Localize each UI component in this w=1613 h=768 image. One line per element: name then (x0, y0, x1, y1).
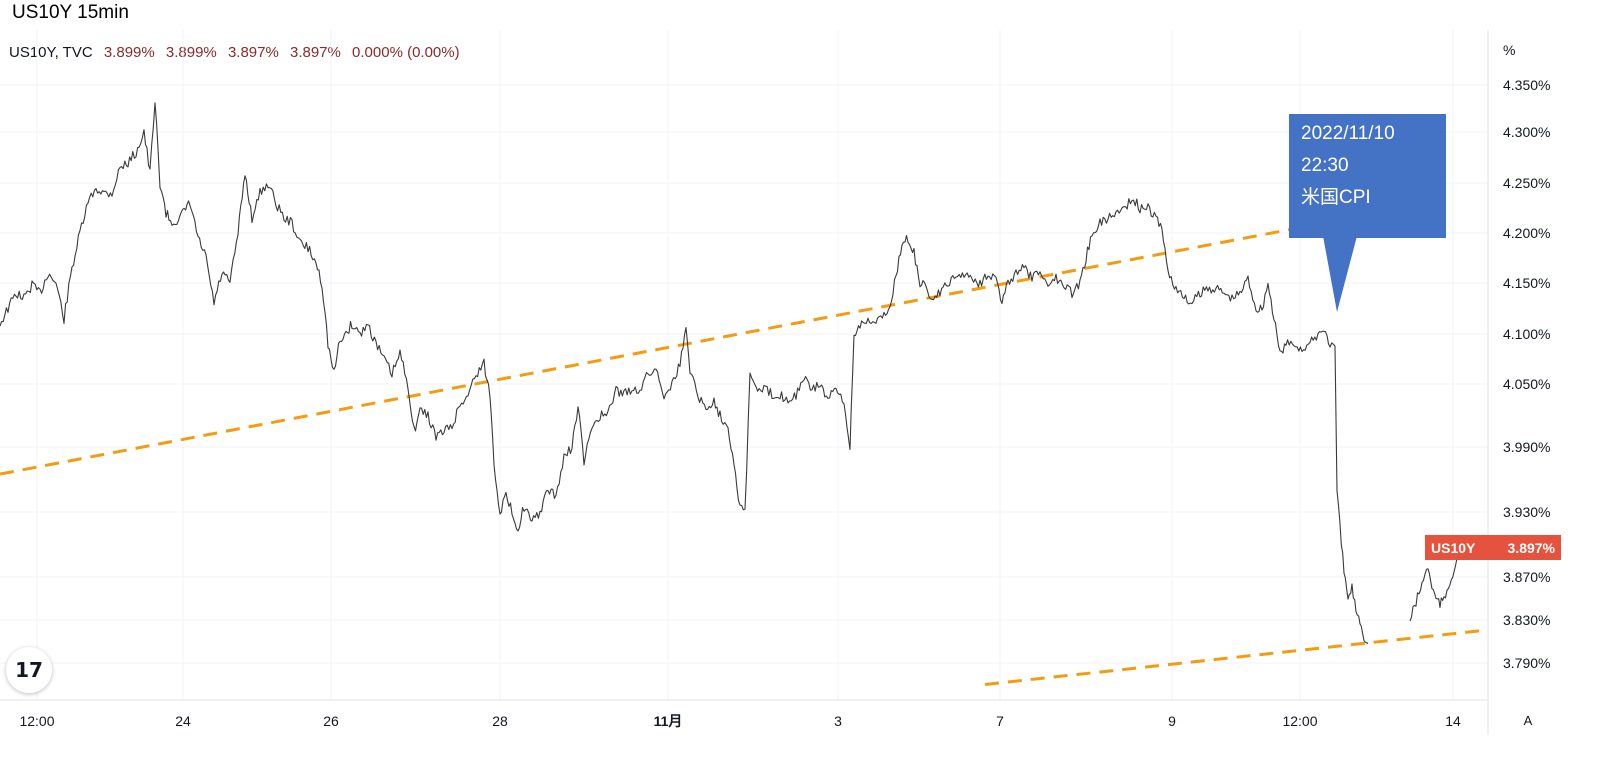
y-tick-label: 4.100% (1503, 326, 1550, 342)
callout-event: 米国CPI (1301, 187, 1371, 208)
last-price-tag: US10Y 3.897% (1425, 535, 1561, 560)
x-axis: 12:00 24 26 28 11月 3 7 9 12:00 14 (19, 713, 1461, 729)
tradingview-logo[interactable]: 17 (6, 647, 52, 693)
cpi-callout: 2022/11/10 22:30 米国CPI (1289, 114, 1446, 238)
x-tick-label: 12:00 (19, 713, 54, 729)
y-tick-label: 4.050% (1503, 376, 1550, 392)
legend-change: 0.000% (0.00%) (352, 44, 460, 61)
y-tick-label: 3.790% (1503, 655, 1550, 671)
price-line-segment-0 (0, 102, 1369, 645)
x-tick-label: 11月 (654, 713, 683, 729)
trendline-0 (0, 226, 1299, 476)
y-tick-label: 3.830% (1503, 612, 1550, 628)
callout-time: 22:30 (1301, 155, 1349, 176)
x-tick-label: 3 (834, 713, 842, 729)
x-tick-label: 26 (323, 713, 339, 729)
x-tick-label: 7 (996, 713, 1004, 729)
page-title: US10Y 15min (12, 2, 129, 23)
x-tick-label: 14 (1445, 713, 1461, 729)
y-axis: % 4.350% 4.300% 4.250% 4.200% 4.150% 4.100% 4.0… (1503, 42, 1550, 671)
y-tick-label: 3.930% (1503, 504, 1550, 520)
legend-open: 3.899% (103, 44, 155, 61)
x-tick-label: 24 (175, 713, 191, 729)
legend-low: 3.897% (227, 44, 279, 61)
trendlines (0, 226, 1481, 686)
chart-grid (0, 30, 1489, 735)
x-tick-label: 28 (492, 713, 508, 729)
price-series (0, 102, 1475, 645)
y-tick-label: 3.870% (1503, 569, 1550, 585)
y-tick-label: 4.200% (1503, 225, 1550, 241)
legend-symbol: US10Y, TVC (9, 44, 93, 61)
legend-close: 3.897% (289, 44, 341, 61)
price-tag-value: 3.897% (1507, 539, 1555, 556)
legend-high: 3.899% (165, 44, 217, 61)
y-tick-label: 3.990% (1503, 439, 1550, 455)
y-tick-label: 4.300% (1503, 124, 1550, 140)
auto-scale-button[interactable]: A (1523, 712, 1533, 728)
y-tick-label: 4.350% (1503, 77, 1550, 93)
x-tick-label: 9 (1168, 713, 1176, 729)
ohlc-legend: US10Y, TVC 3.899% 3.899% 3.897% 3.897% 0… (9, 44, 460, 61)
x-tick-label: 12:00 (1282, 713, 1317, 729)
trendline-1 (984, 629, 1481, 686)
price-tag-symbol: US10Y (1431, 539, 1476, 556)
y-tick-label: 4.150% (1503, 275, 1550, 291)
y-tick-label: 4.250% (1503, 175, 1550, 191)
callout-date: 2022/11/10 (1301, 123, 1395, 144)
y-axis-unit: % (1503, 42, 1515, 58)
